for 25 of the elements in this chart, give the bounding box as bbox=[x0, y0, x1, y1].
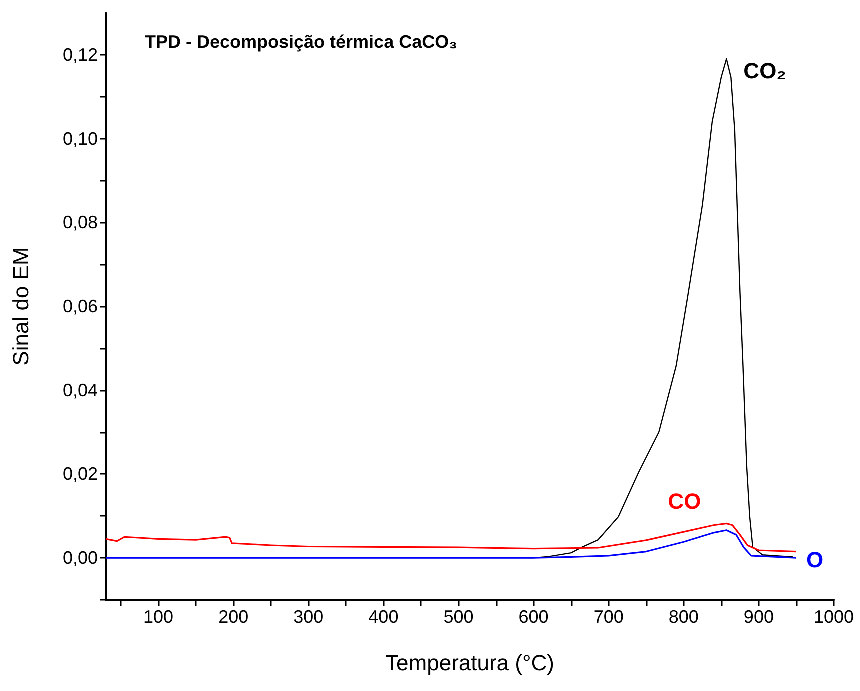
y-tick-label: 0,02 bbox=[62, 464, 98, 484]
text: TPD - Decomposição térmica CaCO₃ bbox=[145, 32, 458, 52]
x-tick-label: 800 bbox=[668, 607, 699, 627]
y-tick-label: 0,12 bbox=[62, 44, 98, 65]
line-series bbox=[105, 530, 798, 559]
y-tick-label: 0,10 bbox=[62, 128, 98, 149]
x-tick-label: 900 bbox=[744, 607, 774, 627]
y-axis-title: Sinal do EM bbox=[8, 247, 34, 366]
series-label: O bbox=[806, 548, 824, 573]
y-tick-label: 0,00 bbox=[62, 548, 98, 568]
x-tick-label: 200 bbox=[218, 607, 249, 627]
y-tick-label: 0,04 bbox=[62, 380, 98, 400]
x-tick-label: 500 bbox=[444, 607, 474, 627]
x-tick-label: 700 bbox=[594, 607, 624, 627]
series-label: CO₂ bbox=[744, 58, 786, 84]
y-tick-label: 0,06 bbox=[62, 296, 98, 316]
line-series bbox=[105, 522, 798, 553]
x-tick-label: 400 bbox=[368, 607, 399, 627]
x-axis-title: Temperatura (°C) bbox=[386, 650, 554, 676]
x-tick-label: 100 bbox=[144, 607, 174, 627]
series-label: CO bbox=[668, 489, 702, 514]
x-tick-label: 300 bbox=[294, 607, 324, 627]
x-tick-label: 600 bbox=[518, 607, 549, 627]
x-tick-label: 1000 bbox=[814, 607, 854, 627]
y-tick-label: 0,08 bbox=[62, 212, 98, 233]
